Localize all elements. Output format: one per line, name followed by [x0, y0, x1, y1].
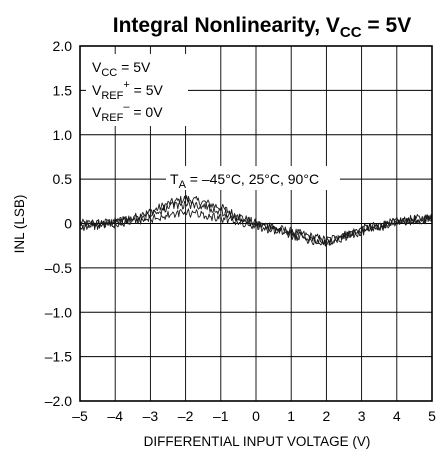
chart-title-main: Integral Nonlinearity, V — [113, 14, 340, 37]
series-label-pre: T — [170, 171, 179, 187]
condition-vcc-pre: V — [92, 59, 102, 75]
series-label-sub: A — [179, 179, 187, 191]
condition-vref-minus-sub: REF — [101, 112, 123, 124]
condition-vcc: VCC = 5V — [92, 59, 151, 79]
y-tick-label: –1.0 — [45, 304, 72, 320]
x-tick-labels: –5 –4 –3 –2 –1 0 1 2 3 4 5 — [72, 408, 436, 424]
condition-vref-minus-sup: – — [123, 101, 130, 113]
condition-vref-plus-sup: + — [123, 79, 129, 91]
x-tick-label: –3 — [143, 408, 159, 424]
conditions-box-bg — [86, 54, 188, 126]
series-label: TA = –45°C, 25°C, 90°C — [166, 166, 340, 191]
series-label-bg — [166, 166, 340, 190]
series-label-post: = –45°C, 25°C, 90°C — [186, 171, 319, 187]
x-tick-label: 4 — [393, 408, 401, 424]
y-axis-label: INL (LSB) — [12, 195, 27, 254]
condition-vref-minus-post: = 0V — [129, 104, 163, 120]
chart-title-tail: = 5V — [362, 14, 412, 37]
y-tick-label: –2.0 — [45, 393, 72, 409]
x-tick-label: –2 — [178, 408, 194, 424]
x-tick-label: –4 — [107, 408, 123, 424]
y-tick-label: –0.5 — [45, 260, 72, 276]
conditions-box: VCC = 5V VREF+ = 5V VREF– = 0V — [86, 54, 188, 126]
y-tick-label: 1.0 — [53, 127, 73, 143]
series-line-1 — [79, 199, 433, 247]
y-tick-label: 0 — [64, 216, 72, 232]
series-label-text: TA = –45°C, 25°C, 90°C — [170, 171, 319, 191]
x-tick-label: 0 — [252, 408, 260, 424]
y-tick-label: –1.5 — [45, 349, 72, 365]
x-axis-label: DIFFERENTIAL INPUT VOLTAGE (V) — [144, 434, 371, 449]
x-tick-label: 3 — [358, 408, 366, 424]
chart-title: Integral Nonlinearity, VCC = 5V — [113, 14, 411, 41]
series-layer — [79, 195, 433, 247]
series-line-2 — [79, 208, 433, 247]
y-tick-label: 0.5 — [53, 171, 73, 187]
x-tick-label: –1 — [213, 408, 229, 424]
condition-vcc-post: = 5V — [117, 59, 151, 75]
condition-vref-plus-post: = 5V — [130, 82, 164, 98]
condition-vref-plus-pre: V — [92, 82, 102, 98]
condition-vref-plus: VREF+ = 5V — [92, 79, 164, 102]
condition-vcc-sub: CC — [101, 67, 117, 79]
condition-vref-minus: VREF– = 0V — [92, 101, 163, 124]
y-tick-label: 1.5 — [53, 82, 73, 98]
y-tick-label: 2.0 — [53, 38, 73, 54]
condition-vref-minus-pre: V — [92, 104, 102, 120]
x-tick-label: –5 — [72, 408, 88, 424]
x-tick-label: 5 — [428, 408, 436, 424]
plot-frame — [79, 45, 433, 402]
condition-vref-plus-sub: REF — [101, 90, 123, 102]
x-tick-label: 1 — [287, 408, 295, 424]
y-tick-labels: 2.0 1.5 1.0 0.5 0 –0.5 –1.0 –1.5 –2.0 — [45, 38, 72, 409]
x-tick-label: 2 — [323, 408, 331, 424]
chart-title-sub: CC — [340, 24, 362, 41]
